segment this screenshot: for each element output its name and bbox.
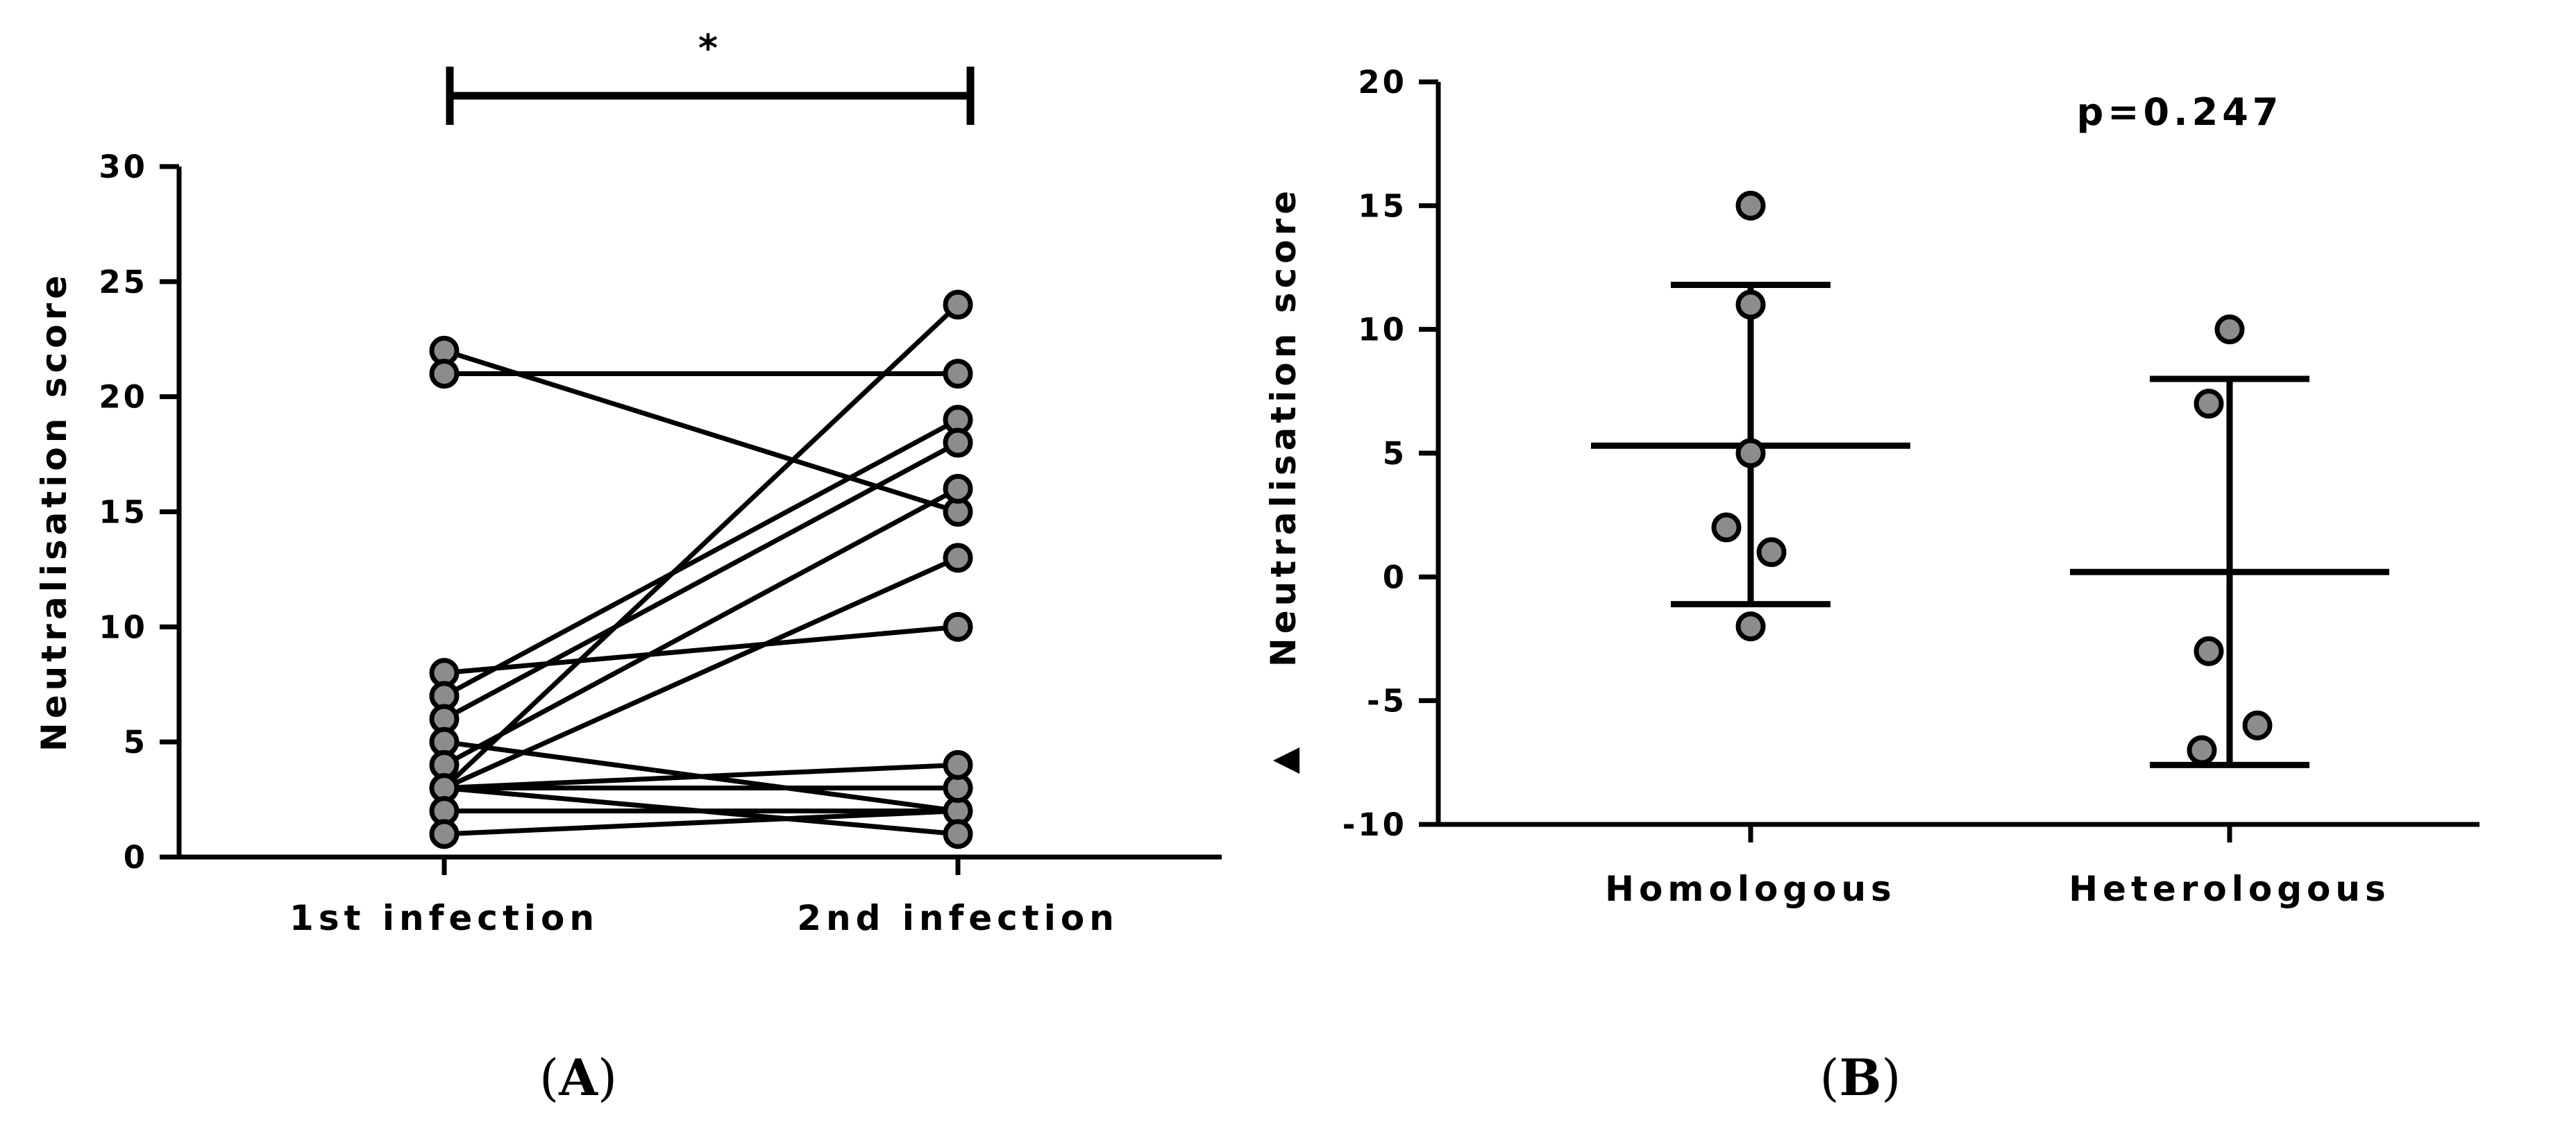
panel-a-y-tick-label: 5 (124, 724, 148, 761)
panel-a-y-tick-label: 10 (99, 609, 148, 645)
panel-a-data-point (429, 359, 460, 389)
panel-a-y-tick-label: 20 (99, 379, 148, 416)
panel-a-x-ticks: 1st infection 2nd infection (289, 857, 1119, 938)
panel-b-data-point (1735, 611, 1766, 642)
panel-label-b: (B) (1819, 1048, 1901, 1107)
panel-a-significance-bracket: * (446, 26, 975, 125)
panel-a-significance-star: * (698, 26, 722, 70)
panel-a-data-point (943, 473, 973, 504)
panel-a-data-point (943, 749, 973, 780)
panel-b-data-point (2194, 636, 2224, 666)
panel-a-y-tick-label: 30 (99, 149, 148, 185)
panel-b-p-value: p=0.247 (2077, 90, 2283, 134)
panel-a-pair-line (443, 555, 959, 790)
panel-b-x-ticks: Homologous Heterologous (1605, 824, 2391, 909)
panel-b-y-tick-label: 0 (1383, 559, 1407, 595)
panel-a-data-point (943, 359, 973, 389)
panel-a-pair-line (443, 417, 959, 698)
panel-a-data-point (943, 543, 973, 573)
panel-a-data-point (943, 289, 973, 320)
panel-b-data-point (1711, 512, 1742, 543)
panel-b-y-tick-label: 10 (1358, 312, 1407, 348)
panel-b-y-ticks: -10 -5 0 5 10 15 20 (1342, 64, 1438, 843)
panel-b-data-point (2242, 710, 2273, 740)
panel-a-pair-line (444, 624, 959, 676)
panel-a-data-point (429, 819, 460, 849)
panel-b-data-point (2187, 735, 2217, 765)
panel-b-data-point (1735, 190, 1766, 221)
panel-b-x-category-label: Heterologous (2069, 869, 2391, 909)
panel-a-x-category-label: 1st infection (289, 898, 599, 938)
panel-a-data-point (943, 427, 973, 458)
panel-a-pair-line (443, 486, 959, 768)
panel-b-data-point (1735, 289, 1766, 320)
panel-a-y-axis-title: Neutralisation score (34, 271, 74, 752)
panel-a-y-tick-label: 0 (124, 839, 148, 876)
panel-a-y-ticks: 0 5 10 15 20 25 30 (99, 149, 179, 876)
panel-b-y-axis-delta-symbol: ▲ (1263, 743, 1304, 774)
panel-a-pair-line (443, 348, 959, 514)
panel-a-pair-line (444, 808, 959, 837)
panel-b-x-category-label: Homologous (1605, 869, 1896, 909)
panel-a-pair-line (443, 440, 959, 722)
panel-b-y-tick-label: -5 (1367, 683, 1407, 720)
panel-a-data-point (943, 819, 973, 849)
panel-b-mean-sd-bars (1591, 281, 2389, 768)
panel-b-y-tick-label: 5 (1383, 435, 1407, 472)
panel-b-points (1711, 190, 2273, 765)
panel-label-a: (A) (539, 1048, 617, 1107)
panel-a-y-tick-label: 25 (99, 264, 148, 300)
panel-b-data-point (2214, 314, 2245, 345)
panel-b-y-axis-title: Neutralisation score (1263, 187, 1304, 667)
panel-b-y-tick-label: -10 (1342, 806, 1407, 843)
panel-b-data-point (2194, 389, 2224, 419)
panel-a-points (429, 289, 973, 849)
panel-b-data-point (1756, 537, 1787, 568)
panel-b-data-point (1735, 438, 1766, 468)
panel-b-y-tick-label: 20 (1358, 64, 1407, 101)
panel-a-pair-lines (442, 303, 960, 837)
panel-a-pair-line (444, 786, 959, 837)
panel-b-chart: -10 -5 0 5 10 15 20 Homologous Heterologous Neu… (1263, 64, 2480, 909)
panel-a-data-point (943, 611, 973, 642)
panel-b-y-tick-label: 15 (1358, 187, 1407, 224)
panel-a-pair-line (442, 303, 960, 790)
panel-a-x-category-label: 2nd infection (797, 898, 1119, 938)
panel-a-pair-line (444, 762, 959, 790)
panel-a-y-tick-label: 15 (99, 494, 148, 531)
